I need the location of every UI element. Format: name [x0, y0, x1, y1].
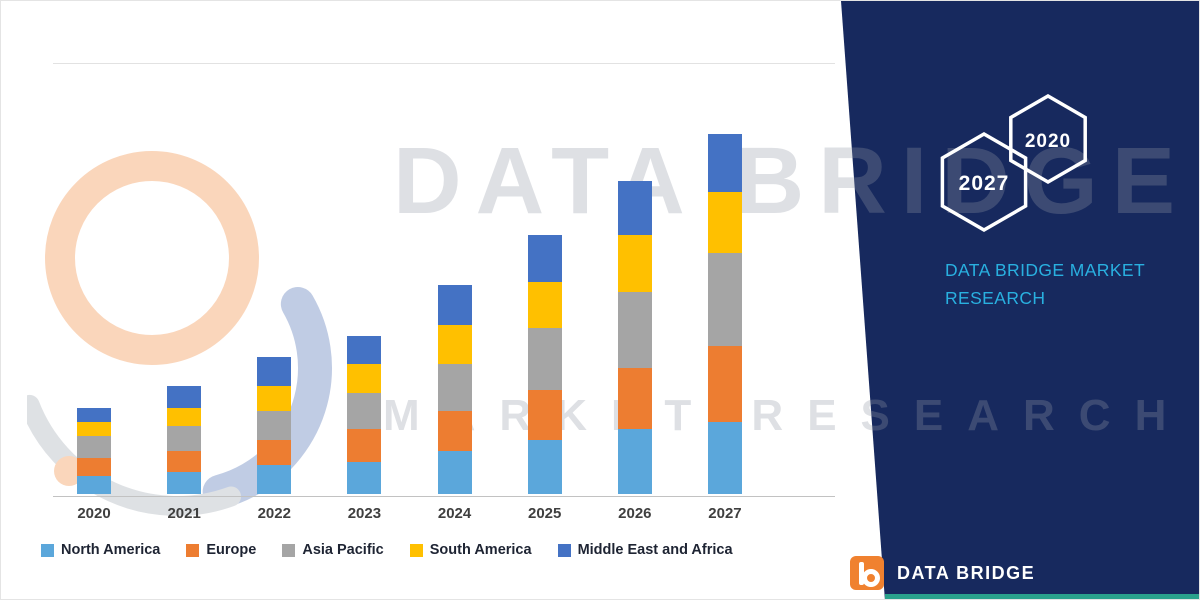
- year-hexagons: 2027 2020: [940, 94, 1087, 233]
- bar-segment-asia-pacific: [77, 436, 111, 458]
- x-axis-label-2024: 2024: [437, 505, 472, 522]
- x-axis-label-2027: 2027: [708, 505, 742, 522]
- legend-swatch-europe: [186, 543, 200, 557]
- hexagon-2027-label: 2027: [959, 172, 1010, 195]
- bar-segment-south-america: [527, 281, 562, 329]
- bar-segment-north-america: [527, 440, 562, 494]
- bar-segment-south-america: [347, 364, 382, 394]
- x-axis-label-2026: 2026: [618, 505, 652, 522]
- footer-logo-icon: [850, 556, 884, 590]
- legend-label: Middle East and Africa: [577, 542, 733, 558]
- bar-segment-middle-east-and-africa: [527, 234, 562, 282]
- bar-segment-north-america: [167, 472, 202, 494]
- legend-label: North America: [61, 542, 161, 558]
- bar-segment-asia-pacific: [527, 328, 562, 390]
- bar-segment-south-america: [257, 386, 292, 412]
- hexagon-2020: [1009, 94, 1087, 185]
- bar-segment-asia-pacific: [257, 411, 292, 441]
- bar-segment-north-america: [347, 461, 382, 494]
- bar-segment-middle-east-and-africa: [257, 357, 292, 387]
- footer-logo: DATA BRIDGE: [847, 553, 1035, 593]
- plot-top-border: [53, 63, 835, 64]
- bar-2026: [617, 180, 652, 494]
- bar-segment-europe: [167, 450, 202, 473]
- bar-2027: [707, 134, 742, 494]
- bar-segment-north-america: [437, 450, 472, 494]
- legend-label: Asia Pacific: [302, 542, 384, 558]
- bar-segment-europe: [437, 411, 472, 451]
- bar-segment-north-america: [257, 465, 292, 494]
- bar-2021: [167, 386, 202, 494]
- legend-swatch-middle-east-and-africa: [557, 543, 571, 557]
- bar-segment-south-america: [167, 407, 202, 426]
- legend-label: South America: [429, 542, 532, 558]
- legend-item-europe: Europe: [186, 542, 256, 558]
- bar-segment-europe: [347, 429, 382, 462]
- bar-2023: [347, 335, 382, 494]
- x-axis-label-2022: 2022: [257, 505, 291, 522]
- bar-segment-europe: [77, 458, 111, 476]
- legend-item-south-america: South America: [409, 542, 532, 558]
- bar-segment-middle-east-and-africa: [617, 180, 652, 235]
- bar-segment-europe: [617, 368, 652, 430]
- bar-segment-asia-pacific: [347, 393, 382, 430]
- hexagon-2027: [940, 131, 1028, 233]
- bar-segment-europe: [707, 346, 742, 422]
- x-axis-label-2021: 2021: [167, 505, 201, 522]
- watermark-market-research: MARKET RESEARCH: [383, 391, 1191, 440]
- bar-segment-asia-pacific: [167, 425, 202, 451]
- bar-segment-middle-east-and-africa: [437, 285, 472, 325]
- bar-segment-asia-pacific: [617, 292, 652, 369]
- bar-segment-south-america: [77, 422, 111, 437]
- legend-item-asia-pacific: Asia Pacific: [282, 542, 384, 558]
- bar-segment-middle-east-and-africa: [347, 335, 382, 365]
- x-axis-line: [53, 496, 835, 497]
- bar-segment-north-america: [707, 422, 742, 494]
- legend-swatch-north-america: [41, 543, 54, 557]
- bar-segment-south-america: [437, 324, 472, 365]
- bar-2025: [527, 234, 562, 494]
- legend-item-middle-east-and-africa: Middle East and Africa: [557, 542, 733, 558]
- legend: North America Europe Asia Pacific South Ame…: [41, 542, 733, 558]
- bar-segment-asia-pacific: [437, 364, 472, 412]
- bar-segment-north-america: [617, 429, 652, 494]
- x-axis-label-2020: 2020: [77, 505, 111, 522]
- bar-segment-south-america: [707, 191, 742, 253]
- bar-segment-europe: [527, 389, 562, 440]
- bar-segment-south-america: [617, 234, 652, 293]
- legend-item-north-america: North America: [41, 542, 160, 558]
- company-name-text: DATA BRIDGE MARKET RESEARCH: [945, 260, 1145, 308]
- bar-segment-middle-east-and-africa: [167, 386, 202, 408]
- x-axis-label-2025: 2025: [528, 505, 562, 522]
- hexagon-2020-label: 2020: [1025, 131, 1071, 152]
- legend-swatch-asia-pacific: [282, 543, 296, 557]
- bar-segment-europe: [257, 440, 292, 466]
- bar-segment-middle-east-and-africa: [707, 134, 742, 192]
- bar-segment-asia-pacific: [707, 252, 742, 347]
- bar-2024: [437, 285, 472, 494]
- bar-segment-middle-east-and-africa: [77, 407, 111, 423]
- x-axis-label-2023: 2023: [347, 505, 382, 522]
- bar-2020: [77, 407, 111, 494]
- footer-logo-text: DATA BRIDGE: [897, 562, 1036, 583]
- bar-segment-north-america: [77, 476, 111, 494]
- bar-2022: [257, 357, 292, 494]
- legend-swatch-south-america: [409, 543, 423, 557]
- footer-accent-bar: [885, 594, 1199, 599]
- legend-label: Europe: [206, 542, 257, 558]
